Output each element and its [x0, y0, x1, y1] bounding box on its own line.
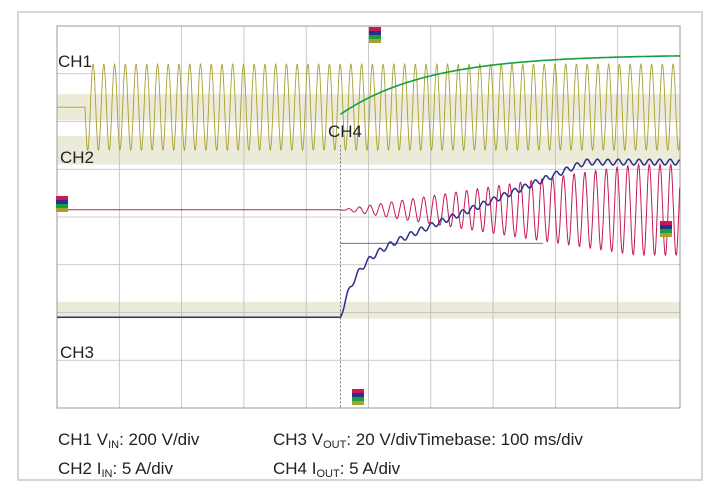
ch3-label: CH3 — [60, 343, 94, 362]
channel-badge-right-0 — [660, 221, 672, 225]
ch3-trace — [57, 158, 681, 319]
trigger-badge-top-0 — [369, 27, 381, 31]
channel-badge-right-3 — [660, 233, 672, 237]
trigger-badge-top-3 — [369, 39, 381, 43]
scope-screen — [56, 25, 681, 409]
trigger-badge-top-2 — [369, 35, 381, 39]
caption-ch3-timebase: CH3 VOUT: 20 V/divTimebase: 100 ms/div — [273, 430, 583, 451]
channel-badge-left-0 — [56, 196, 68, 200]
ch4-label: CH4 — [328, 122, 362, 141]
trigger-badge-bottom-3 — [352, 401, 364, 405]
caption-ch4: CH4 IOUT: 5 A/div — [273, 459, 401, 480]
channel-badge-left-3 — [56, 208, 68, 212]
trigger-badge-bottom-1 — [352, 393, 364, 397]
channel-badge-left-1 — [56, 200, 68, 204]
caption-ch1: CH1 VIN: 200 V/div — [58, 430, 200, 451]
trigger-badge-bottom-2 — [352, 397, 364, 401]
trigger-badge-top-1 — [369, 31, 381, 35]
channel-badge-left-2 — [56, 204, 68, 208]
ch1-trace — [57, 62, 681, 152]
ch2-trace — [57, 163, 681, 257]
screen-border — [56, 25, 681, 409]
ch2-label: CH2 — [60, 148, 94, 167]
ch4-trace — [340, 55, 680, 115]
ch1-label: CH1 — [58, 52, 92, 71]
caption-ch2: CH2 IIN: 5 A/div — [58, 459, 173, 480]
trigger-badge-bottom-0 — [352, 389, 364, 393]
channel-badge-right-2 — [660, 229, 672, 233]
channel-badge-right-1 — [660, 225, 672, 229]
